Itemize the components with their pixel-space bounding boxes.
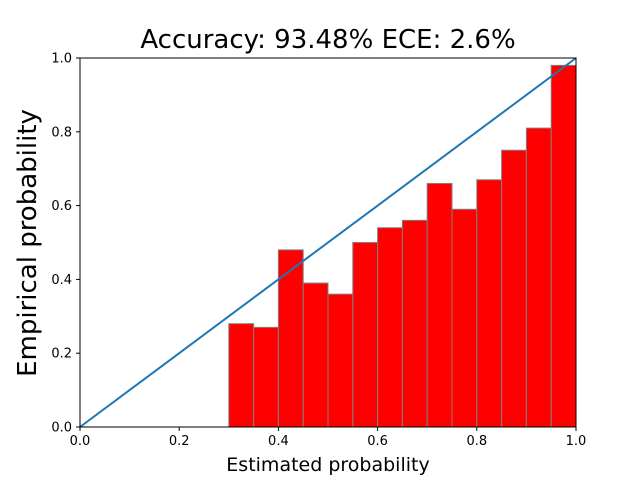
x-tick-label: 1.0 — [566, 434, 587, 449]
plot-frame — [79, 57, 577, 428]
y-tick-label: 0.4 — [51, 273, 72, 288]
calibration-bar-8 — [426, 182, 453, 428]
x-tick-label: 0.4 — [268, 434, 289, 449]
y-axis-label: Empirical probability — [13, 109, 43, 377]
ticks-layer: 0.0 0.2 0.4 0.6 0.8 1.0 0.0 0.2 0.4 0.6 0.8 1.0 — [51, 52, 586, 450]
calibration-bar-4 — [327, 293, 354, 428]
x-tick-label: 0.2 — [169, 434, 190, 449]
x-tick-label: 0.0 — [70, 434, 91, 449]
x-tick-label: 0.6 — [367, 434, 388, 449]
y-tick-label: 0.2 — [51, 347, 72, 362]
calibration-bar-0 — [228, 323, 255, 428]
calibration-bar-6 — [377, 227, 403, 428]
x-tick-label: 0.8 — [466, 434, 487, 449]
calibration-bar-12 — [525, 127, 552, 428]
calibration-bar-13 — [550, 64, 577, 428]
calibration-bar-5 — [352, 242, 379, 428]
reference-line-layer — [79, 57, 577, 428]
x-axis-label: Estimated probability — [226, 454, 429, 476]
y-tick-label: 1.0 — [51, 52, 72, 67]
calibration-bar-1 — [253, 326, 279, 428]
calibration-bar-9 — [451, 208, 478, 428]
axes-layer — [79, 57, 577, 428]
calibration-bar-11 — [501, 149, 527, 428]
y-tick-label: 0.8 — [51, 125, 72, 140]
calibration-bar-10 — [476, 179, 503, 428]
perfect-calibration-line — [79, 57, 577, 428]
calibration-bar-3 — [302, 282, 329, 428]
calibration-bar-7 — [401, 219, 428, 428]
y-tick-label: 0.6 — [51, 199, 72, 214]
chart-title: Accuracy: 93.48% ECE: 2.6% — [140, 25, 515, 55]
y-tick-label: 0.0 — [51, 421, 72, 436]
calibration-bar-2 — [277, 249, 304, 428]
bars-layer — [228, 64, 577, 428]
